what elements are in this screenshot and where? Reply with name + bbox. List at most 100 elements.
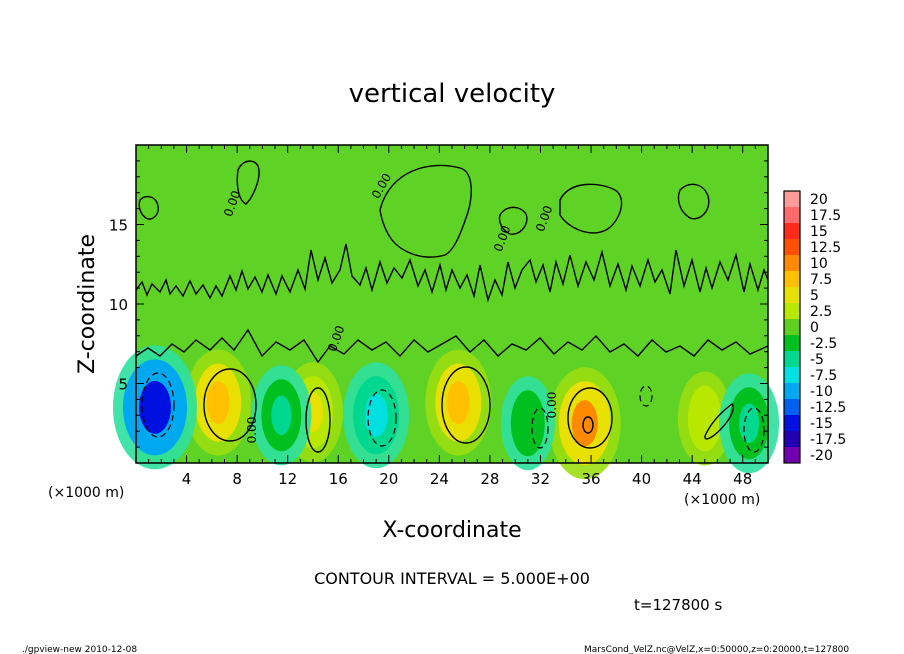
- colorbar-label: 12.5: [810, 240, 841, 256]
- velocity-features: [112, 345, 780, 480]
- colorbar-swatch: [784, 255, 800, 272]
- downdraft-core: [739, 403, 760, 444]
- x-tick-label: 44: [683, 470, 702, 488]
- y-axis-title: Z-coordinate: [75, 234, 100, 374]
- colorbar-swatch: [784, 383, 800, 400]
- colorbar-swatch: [784, 303, 800, 320]
- colorbar-swatch: [784, 399, 800, 416]
- contour-interval: CONTOUR INTERVAL = 5.000E+00: [314, 569, 590, 588]
- colorbar-swatch: [784, 239, 800, 256]
- contour-updraft-5: [704, 403, 734, 440]
- contour-updraft-4: [567, 387, 613, 449]
- colorbar-label: 17.5: [810, 208, 841, 224]
- updraft-2: [425, 349, 492, 456]
- chart-title: vertical velocity: [349, 79, 556, 109]
- colorbar-label: 7.5: [810, 272, 832, 288]
- contour-zero-lower: [135, 328, 769, 364]
- updraft-core: [206, 381, 230, 425]
- contour-label: 0.00: [545, 392, 559, 419]
- x-unit-left: (×1000 m): [48, 485, 124, 501]
- x-axis: 4 8 12 16 20 24 28 32 36 40 44 48: [148, 145, 756, 488]
- colorbar-swatch: [784, 447, 800, 464]
- contour-loop-6: [138, 195, 160, 220]
- downdraft-core: [364, 393, 388, 437]
- x-tick-label: 16: [329, 470, 348, 488]
- contour-loop-3: [236, 160, 260, 205]
- colorbar-swatch: [784, 271, 800, 288]
- colorbar-frame: [783, 190, 801, 464]
- colorbar-swatch: [784, 415, 800, 432]
- time-label: t=127800 s: [634, 596, 722, 614]
- contour-zero-upper: [135, 243, 769, 303]
- contour-downdraft-5: [639, 385, 653, 407]
- colorbar-label: 2.5: [810, 304, 832, 320]
- contour-lines: [135, 160, 769, 453]
- colorbar-swatch: [784, 319, 800, 336]
- footer-right: MarsCond_VelZ.nc@VelZ,x=0:50000,z=0:2000…: [584, 645, 849, 654]
- x-tick-label: 8: [232, 470, 242, 488]
- downdraft-9: [719, 373, 780, 474]
- contour-updraft-2: [305, 387, 331, 453]
- footer-left: ./gpview-new 2010-12-08: [22, 645, 137, 654]
- x-tick-label: 48: [733, 470, 752, 488]
- colorbar-swatch: [784, 191, 800, 208]
- colorbar-swatch: [784, 335, 800, 352]
- y-tick-label: 15: [109, 217, 128, 235]
- x-tick-label: 12: [278, 470, 297, 488]
- x-tick-label: 32: [531, 470, 550, 488]
- contour-updraft-core: [582, 416, 594, 434]
- downdraft-core: [138, 380, 171, 434]
- colorbar-swatch: [784, 351, 800, 368]
- contour-label: 0.00: [245, 417, 259, 444]
- plot-area: 0.000.000.000.000.000.000.00: [112, 144, 780, 480]
- x-tick-label: 4: [182, 470, 192, 488]
- colorbar-label: -20: [810, 448, 833, 464]
- colorbar-label: -15: [810, 416, 833, 432]
- colorbar-label: -17.5: [810, 432, 846, 448]
- downdraft-6: [251, 365, 312, 466]
- contour-downdraft-1: [141, 372, 175, 438]
- negative-contours: [141, 372, 765, 453]
- downdraft-8: [500, 376, 555, 471]
- colorbar-label: -5: [810, 352, 824, 368]
- downdraft-5: [112, 345, 197, 470]
- colorbar-label: -7.5: [810, 368, 837, 384]
- colorbar-label: -2.5: [810, 336, 837, 352]
- colorbar-swatch: [784, 287, 800, 304]
- x-tick-label: 28: [480, 470, 499, 488]
- colorbar-label: 5: [810, 288, 819, 304]
- colorbar-label: 0: [810, 320, 819, 336]
- x-axis-title: X-coordinate: [382, 518, 521, 543]
- colorbar-label: 10: [810, 256, 828, 272]
- x-tick-label: 40: [632, 470, 651, 488]
- colorbar-swatch: [784, 223, 800, 240]
- contour-downdraft-3: [531, 407, 549, 449]
- updraft-core: [446, 381, 470, 425]
- y-tick-label: 5: [118, 376, 128, 394]
- contour-updraft-3: [441, 366, 491, 444]
- colorbar-swatch: [784, 207, 800, 224]
- x-tick-label: 36: [581, 470, 600, 488]
- colorbar-swatch: [784, 431, 800, 448]
- contour-updraft-1: [203, 368, 257, 442]
- contour-downdraft-2: [367, 389, 397, 447]
- contour-loop-1: [379, 164, 472, 258]
- colorbar-swatch: [784, 367, 800, 384]
- updraft-core: [571, 400, 598, 447]
- colorbar: 2017.51512.5107.552.50-2.5-5-7.5-10-12.5…: [783, 190, 846, 464]
- colorbar-label: -10: [810, 384, 833, 400]
- x-tick-label: 24: [430, 470, 449, 488]
- downdraft-7: [343, 362, 410, 469]
- colorbar-label: -12.5: [810, 400, 846, 416]
- y-axis: 5 10 15: [109, 160, 768, 448]
- x-tick-label: 20: [379, 470, 398, 488]
- x-unit-right: (×1000 m): [684, 492, 760, 508]
- contour-loop-4: [677, 183, 710, 220]
- downdraft-core: [271, 395, 292, 436]
- downdraft-core: [519, 405, 537, 442]
- colorbar-label: 15: [810, 224, 828, 240]
- contour-loop-2: [559, 183, 623, 234]
- updraft-core: [696, 400, 714, 437]
- contour-downdraft-4: [743, 407, 765, 453]
